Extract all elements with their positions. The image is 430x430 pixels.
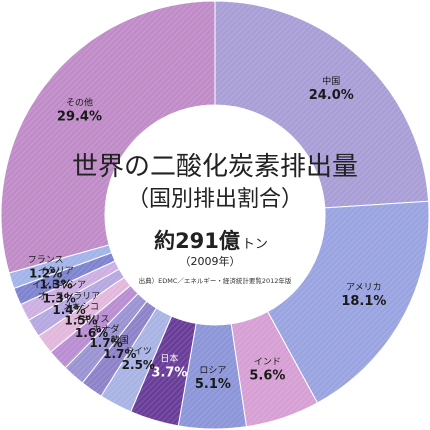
slice-5-texture (130, 316, 197, 426)
slice-11-name-label: オーストラリア (38, 291, 101, 302)
total-prefix: 約 (154, 229, 175, 253)
total-unit-small: トン (242, 237, 268, 252)
slice-4-name-label: ロシア (199, 366, 226, 376)
slice-12-texture (20, 261, 120, 321)
slice-1-percent-label: 24.0% (309, 88, 354, 103)
slice-8-texture (65, 293, 147, 383)
slice-9-name-label: イギリス (74, 314, 110, 325)
slice-4-percent-label: 5.1% (195, 377, 231, 392)
slice-9-texture (50, 285, 139, 368)
slice-11-percent-label: 1.4% (52, 303, 85, 317)
slice-8-name-label: カナダ (92, 323, 119, 335)
slice-6-percent-label: 2.5% (122, 358, 155, 372)
slice-14-name-label: フランス (28, 255, 64, 266)
slice-1-texture (215, 1, 429, 208)
slice-5-name-label: 日本 (160, 352, 178, 364)
slice-13-name-label: イタリア (38, 266, 74, 277)
slice-15-name-label: その他 (66, 96, 93, 108)
total-year: （2009年） (180, 254, 241, 268)
slice-14-texture (9, 244, 112, 289)
slice-2-name-label: アメリカ (346, 282, 382, 293)
source-note: 出典）EDMC／エネルギー・経済統計要覧2012年版 (139, 276, 292, 285)
slice-13-texture (13, 252, 116, 305)
slice-14-percent-label: 1.2% (29, 267, 62, 281)
total-number: 291 (175, 229, 219, 253)
slice-3-name-label: インド (254, 357, 281, 367)
slice-3-texture (231, 311, 318, 427)
slice-15-percent-label: 29.4% (57, 109, 102, 124)
center-hole (105, 105, 325, 325)
slice-7-percent-label: 1.7% (103, 347, 136, 361)
total-unit-big: 億 (219, 229, 240, 253)
slice-15-texture (0, 1, 216, 274)
slice-6-name-label: ドイツ (125, 347, 152, 357)
slice-10-texture (38, 277, 131, 353)
slice-13-percent-label: 1.3% (39, 278, 72, 292)
slice-7-texture (82, 301, 157, 397)
slice-6-texture (101, 308, 172, 412)
slice-12-name-label: インドネシア (32, 280, 86, 291)
slice-1-name-label: 中国 (322, 75, 340, 87)
chart-title: 世界の二酸化炭素排出量 (72, 152, 358, 182)
slice-labels-layer: 中国24.0%アメリカ18.1%インド5.6%ロシア5.1%日本3.7%ドイツ2… (28, 75, 387, 392)
total-value: 約291億 トン (154, 229, 268, 253)
slice-9-percent-label: 1.6% (75, 326, 108, 340)
slice-5-percent-label: 3.7% (151, 365, 187, 380)
slice-3-percent-label: 5.6% (249, 368, 285, 383)
slice-10-percent-label: 1.5% (64, 313, 97, 327)
slice-12-percent-label: 1.3% (43, 292, 76, 306)
slice-2-percent-label: 18.1% (341, 294, 386, 309)
slice-8-percent-label: 1.7% (89, 336, 122, 350)
chart-subtitle: （国別排出割合） (127, 187, 303, 212)
slice-4-texture (178, 323, 247, 429)
slice-10-name-label: メキシコ (63, 302, 99, 312)
slice-7-name-label: 韓国 (111, 335, 129, 346)
slice-11-texture (28, 269, 125, 337)
slice-2-texture (267, 201, 429, 403)
